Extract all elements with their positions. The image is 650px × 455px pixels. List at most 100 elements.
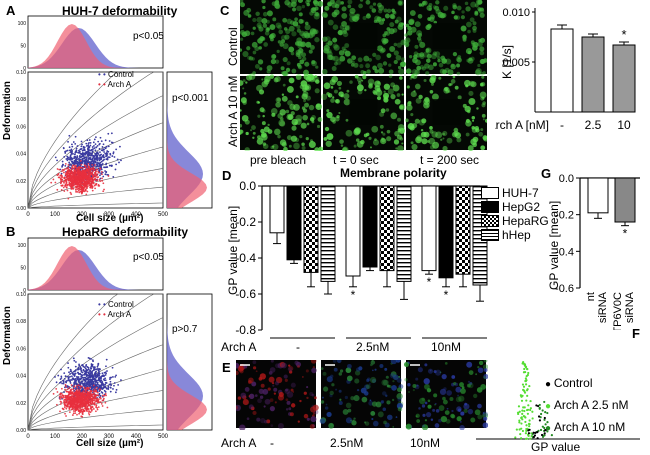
x-tick-label: 500 bbox=[158, 434, 169, 440]
legend-swatch-hepg2 bbox=[481, 201, 499, 213]
category-label-line1: ATP6V0C bbox=[612, 292, 624, 330]
top-hist-arch-a bbox=[28, 24, 163, 68]
panel-f-letter: F bbox=[632, 326, 640, 341]
y-tick-label: 0.04 bbox=[16, 374, 26, 380]
x-tick-label: 100 bbox=[50, 212, 61, 218]
y-tick-label: -0.4 bbox=[235, 251, 256, 265]
legend-control: Control bbox=[108, 300, 134, 309]
bar-HepG2-10nM bbox=[438, 185, 454, 279]
legend-arch-a: Arch A bbox=[107, 80, 132, 89]
panel-e-row-label: Arch A bbox=[221, 436, 257, 450]
panel-b-title: HepaRG deformability bbox=[62, 225, 189, 239]
series-arch-a-2.5 bbox=[514, 360, 534, 440]
category-label-line1: nt bbox=[585, 292, 597, 301]
panel-e-group-0: - bbox=[270, 436, 274, 450]
legend-heparg: HepaRG bbox=[502, 214, 549, 228]
confocal-image bbox=[236, 360, 316, 428]
panel-d-title: Membrane polarity bbox=[340, 166, 447, 180]
frap-image-grid bbox=[240, 0, 487, 151]
bar-HepG2-- bbox=[286, 185, 302, 261]
row-label-control: Control bbox=[226, 27, 240, 66]
y-tick-label: 0.04 bbox=[16, 152, 26, 158]
col-label-pre-bleach: pre bleach bbox=[250, 153, 307, 167]
bar-HepaRG-10nM bbox=[455, 185, 471, 275]
isoelasticity-line bbox=[27, 146, 164, 209]
panel-b-p-top: p<0.05 bbox=[133, 252, 164, 263]
y-tick-label: 0.00 bbox=[16, 206, 26, 212]
category-label: - bbox=[560, 118, 564, 132]
panel-d-ylabel: GP value [mean] bbox=[226, 205, 240, 295]
panel-d-group-0: - bbox=[296, 340, 300, 354]
legend-swatch-huh7 bbox=[481, 187, 499, 199]
legend-arch-a-2.5: Arch A 2.5 nM bbox=[553, 398, 629, 412]
panel-d-row-label: Arch A bbox=[221, 340, 257, 354]
isoelasticity-line bbox=[27, 293, 163, 431]
y-axis-label: K [1/s] bbox=[500, 45, 514, 79]
x-axis-prefix: Arch A [nM] bbox=[495, 118, 549, 132]
x-tick-label: 0 bbox=[26, 434, 30, 440]
y-tick-label: 0.010 bbox=[502, 7, 530, 19]
isoelasticity-line bbox=[27, 408, 164, 431]
hist-y-tick-label: 50 bbox=[20, 266, 26, 272]
panel-a-ylabel: Deformation bbox=[2, 81, 13, 140]
bar-hHep-2.5nM bbox=[396, 185, 412, 282]
bar-2.5 bbox=[581, 36, 605, 113]
panel-b-legend: • • Control • • Arch A bbox=[98, 300, 134, 319]
panel-b-p-right: p>0.7 bbox=[172, 324, 198, 335]
panel-f-gp-distribution bbox=[476, 360, 640, 440]
scatter-points bbox=[50, 132, 122, 200]
y-tick-label: 0.08 bbox=[16, 319, 26, 325]
panel-c-letter: C bbox=[220, 3, 230, 18]
cell-fluorescence bbox=[321, 0, 407, 75]
col-label-t0: t = 0 sec bbox=[333, 153, 379, 167]
y-tick-label: 0.02 bbox=[16, 401, 26, 407]
x-tick-label: 300 bbox=[104, 434, 115, 440]
bar-HepG2-2.5nM bbox=[362, 185, 378, 268]
y-tick-label: 0.02 bbox=[16, 179, 26, 185]
bar-hHep-- bbox=[320, 185, 336, 282]
bleach-region bbox=[349, 99, 378, 125]
panel-a-title: HUH-7 deformability bbox=[62, 4, 178, 18]
category-label: 2.5 bbox=[585, 118, 602, 132]
panel-d-gp-chart: 0.0 -0.2 -0.4 -0.6 -0.8 * * * bbox=[235, 179, 488, 339]
panel-f-xlabel: GP value bbox=[531, 440, 581, 454]
stain-signal bbox=[319, 360, 404, 429]
isoelasticity-line bbox=[27, 122, 164, 209]
panel-c-k-chart: 0.005 0.010 K [1/s] - 2.5 * 10 Arch A [nM] bbox=[495, 7, 636, 132]
panel-a-letter: A bbox=[6, 3, 16, 18]
panel-e-group-1: 2.5nM bbox=[330, 436, 364, 450]
bleach-region bbox=[349, 23, 378, 49]
hist-y-tick-label: 50 bbox=[20, 44, 26, 50]
x-tick-label: 200 bbox=[77, 212, 88, 218]
y-tick-label: 0.0 bbox=[559, 173, 574, 185]
series-control bbox=[527, 404, 547, 440]
category-label-line2: siRNA bbox=[624, 291, 636, 323]
stain-signal bbox=[236, 360, 319, 430]
isoelasticity-line bbox=[27, 202, 164, 209]
x-tick-label: 400 bbox=[131, 212, 142, 218]
panel-a-legend: • • Control • • Arch A bbox=[98, 70, 134, 89]
isoelasticity-line bbox=[27, 186, 164, 209]
legend-hhep: hHep bbox=[502, 228, 531, 242]
y-tick-label: 0.005 bbox=[502, 57, 530, 69]
panel-d-legend: HUH-7 HepG2 HepaRG hHep bbox=[481, 186, 549, 242]
panel-d-group-2: 10nM bbox=[431, 340, 462, 354]
legend-hepg2: HepG2 bbox=[502, 200, 541, 214]
panel-e-group-2: 10nM bbox=[410, 436, 441, 450]
panel-a-figure: 0 100 200 300 400 5000.000.020.040.060.080.10… bbox=[16, 15, 213, 218]
x-tick-label: 100 bbox=[50, 434, 61, 440]
row-label-arch-a: Arch A 10 nM bbox=[226, 75, 240, 147]
x-tick-label: 200 bbox=[77, 434, 88, 440]
legend-swatch-hhep bbox=[481, 229, 499, 241]
panel-g-sirna-chart: 0.0-0.2-0.4-0.6nt siRNA*ATP6V0C siRNA bbox=[555, 173, 640, 330]
panel-d-group-1: 2.5nM bbox=[356, 340, 390, 354]
bar-HUH-7-10nM bbox=[421, 185, 437, 272]
panel-a-p-top: p<0.05 bbox=[133, 31, 164, 42]
bleach-region bbox=[432, 99, 461, 125]
hist-y-tick-label: 100 bbox=[18, 243, 27, 249]
y-tick-label: 0.00 bbox=[16, 428, 26, 434]
y-tick-label: -0.2 bbox=[235, 215, 256, 229]
stain-signal bbox=[403, 360, 488, 430]
legend-control: Control bbox=[553, 376, 593, 390]
significance-mark: * bbox=[444, 288, 449, 302]
